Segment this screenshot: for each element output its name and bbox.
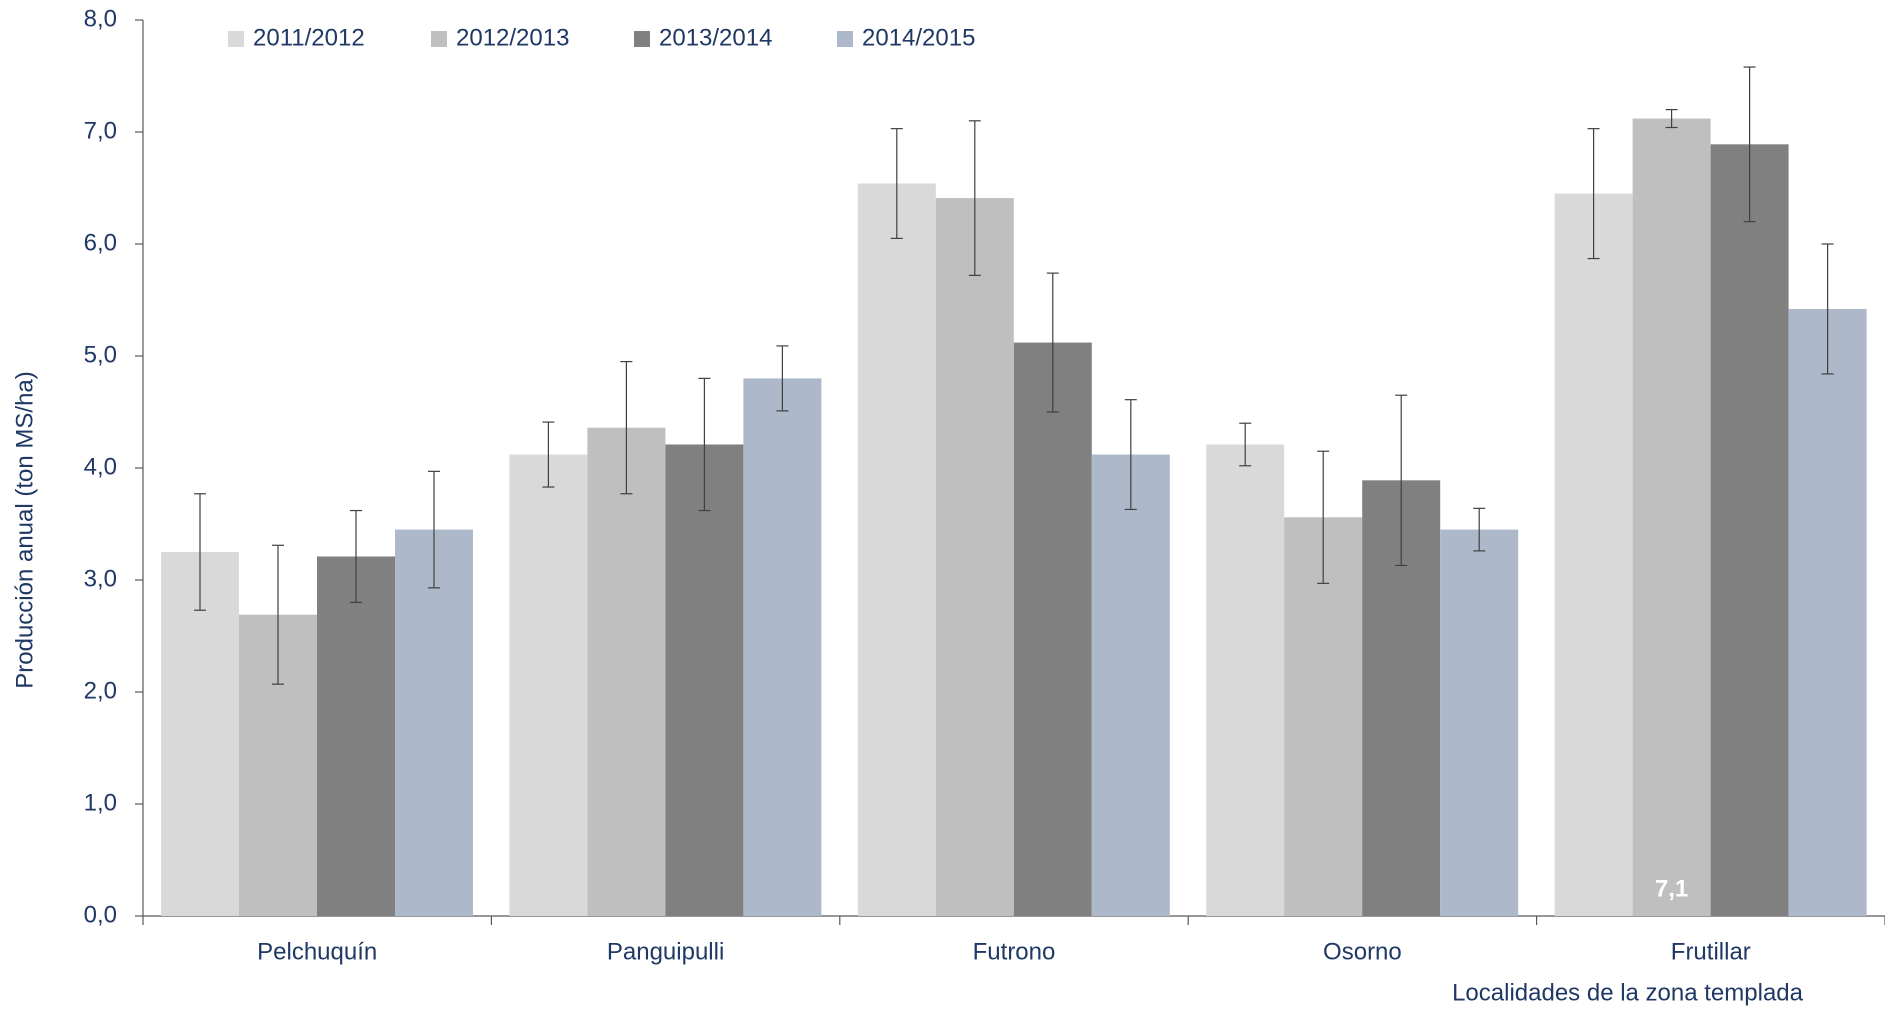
- data-label: 7,1: [1655, 875, 1688, 902]
- y-tick-label: 1,0: [84, 789, 117, 816]
- bar: [395, 529, 473, 916]
- bar: [1710, 144, 1789, 916]
- bar: [509, 454, 588, 916]
- y-tick-label: 4,0: [84, 453, 117, 480]
- x-tick-label: Frutillar: [1671, 938, 1751, 965]
- bar: [857, 183, 936, 916]
- legend-label: 2014/2015: [862, 24, 975, 51]
- bar: [1091, 454, 1170, 916]
- y-tick-label: 3,0: [84, 565, 117, 592]
- bar: [935, 198, 1014, 916]
- bar: [161, 552, 239, 916]
- legend-label: 2012/2013: [456, 24, 569, 51]
- x-axis-title: Localidades de la zona templada: [1452, 979, 1804, 1006]
- bar: [743, 378, 822, 916]
- x-tick-label: Pelchuquín: [257, 938, 377, 965]
- legend-swatch: [634, 31, 650, 47]
- legend-swatch: [228, 31, 244, 47]
- bar: [1554, 193, 1633, 917]
- x-tick-label: Panguipulli: [607, 938, 724, 965]
- legend-swatch: [431, 31, 447, 47]
- y-tick-label: 7,0: [84, 117, 117, 144]
- y-tick-label: 8,0: [84, 5, 117, 32]
- y-tick-label: 2,0: [84, 677, 117, 704]
- y-tick-label: 0,0: [84, 901, 117, 928]
- bar: [1788, 308, 1867, 917]
- legend-label: 2011/2012: [253, 24, 365, 51]
- bar: [1206, 444, 1285, 916]
- bar: [1632, 118, 1711, 916]
- bar: [665, 444, 744, 916]
- x-tick-label: Osorno: [1323, 938, 1402, 965]
- bar: [317, 556, 395, 916]
- bar: [1440, 529, 1519, 916]
- legend-label: 2013/2014: [659, 24, 772, 51]
- y-tick-label: 6,0: [84, 229, 117, 256]
- y-tick-label: 5,0: [84, 341, 117, 368]
- y-axis-title: Producción anual (ton MS/ha): [11, 371, 38, 689]
- legend-swatch: [837, 31, 853, 47]
- x-tick-label: Futrono: [973, 938, 1056, 965]
- bar: [1013, 342, 1092, 916]
- bar: [587, 427, 666, 916]
